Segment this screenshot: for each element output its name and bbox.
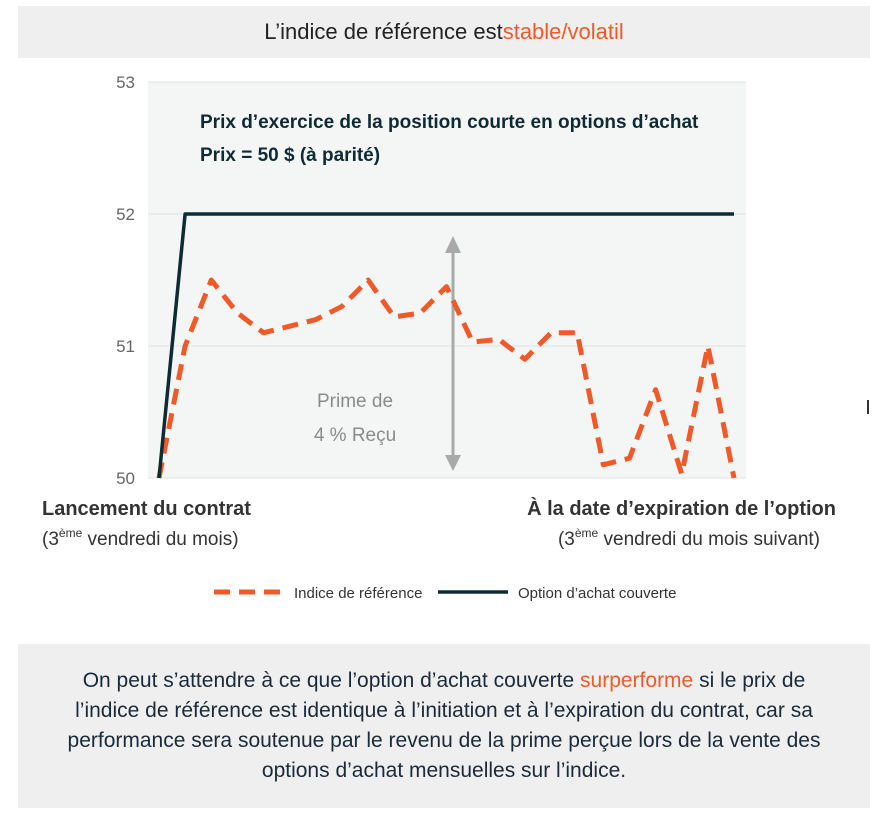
x-start-label: Lancement du contrat bbox=[42, 498, 251, 520]
premium-arrow-head-up bbox=[445, 236, 461, 253]
x-end-label: À la date d’expiration de l’option bbox=[527, 497, 836, 520]
chart-header: L’indice de référence est stable/volatil bbox=[18, 6, 870, 58]
x-start-sub-suffix: vendredi du mois) bbox=[82, 529, 238, 550]
x-start-sublabel: (3ème vendredi du mois) bbox=[42, 526, 239, 550]
premium-arrow-head-down bbox=[445, 455, 461, 471]
plot-area bbox=[148, 82, 746, 478]
y-tick-label: 51 bbox=[116, 337, 135, 356]
header-title-prefix: L’indice de référence est bbox=[264, 19, 503, 44]
premium-arrow bbox=[445, 236, 461, 471]
premium-annotation-line1: Prime de bbox=[317, 391, 393, 412]
series-line-covered-call bbox=[157, 212, 734, 479]
y-tick-label: 53 bbox=[116, 73, 135, 92]
y-tick-label: 52 bbox=[116, 205, 135, 224]
x-start-sub-prefix: (3 bbox=[42, 529, 59, 550]
strike-annotation-line2: Prix = 50 $ (à parité) bbox=[200, 145, 380, 166]
header-title-accent: stable/volatil bbox=[502, 19, 624, 44]
x-end-sublabel: (3ème vendredi du mois suivant) bbox=[558, 526, 820, 550]
series-lines bbox=[156, 212, 737, 479]
series-line-index bbox=[156, 277, 737, 479]
legend-label: Option d’achat couverte bbox=[518, 585, 676, 602]
x-end-sub-prefix: (3 bbox=[558, 529, 575, 550]
premium-annotation-line2: 4 % Reçu bbox=[314, 425, 396, 446]
footer-text-accent: surperforme bbox=[580, 669, 694, 692]
footer-note: On peut s’attendre à ce que l’option d’a… bbox=[18, 644, 870, 808]
y-tick-label: 50 bbox=[116, 469, 135, 488]
x-end-sub-suffix: vendredi du mois suivant) bbox=[598, 529, 820, 550]
footer-text-after: si le prix de l’indice de référence est … bbox=[67, 669, 821, 782]
footer-text: On peut s’attendre à ce que l’option d’a… bbox=[48, 666, 840, 786]
footer-text-before: On peut s’attendre à ce que l’option d’a… bbox=[82, 669, 581, 692]
edge-mark bbox=[867, 400, 869, 414]
legend: Indice de référence Option d’achat couver… bbox=[214, 585, 676, 602]
strike-annotation-line1: Prix d’exercice de la position courte en… bbox=[200, 112, 699, 133]
x-start-sub-sup: ème bbox=[59, 526, 83, 540]
legend-label: Indice de référence bbox=[294, 585, 422, 602]
x-end-sub-sup: ème bbox=[575, 526, 599, 540]
chart: 50 51 52 53 Prix d’exercice de la position … bbox=[42, 73, 836, 602]
y-tick-labels: 50 51 52 53 bbox=[116, 73, 135, 488]
